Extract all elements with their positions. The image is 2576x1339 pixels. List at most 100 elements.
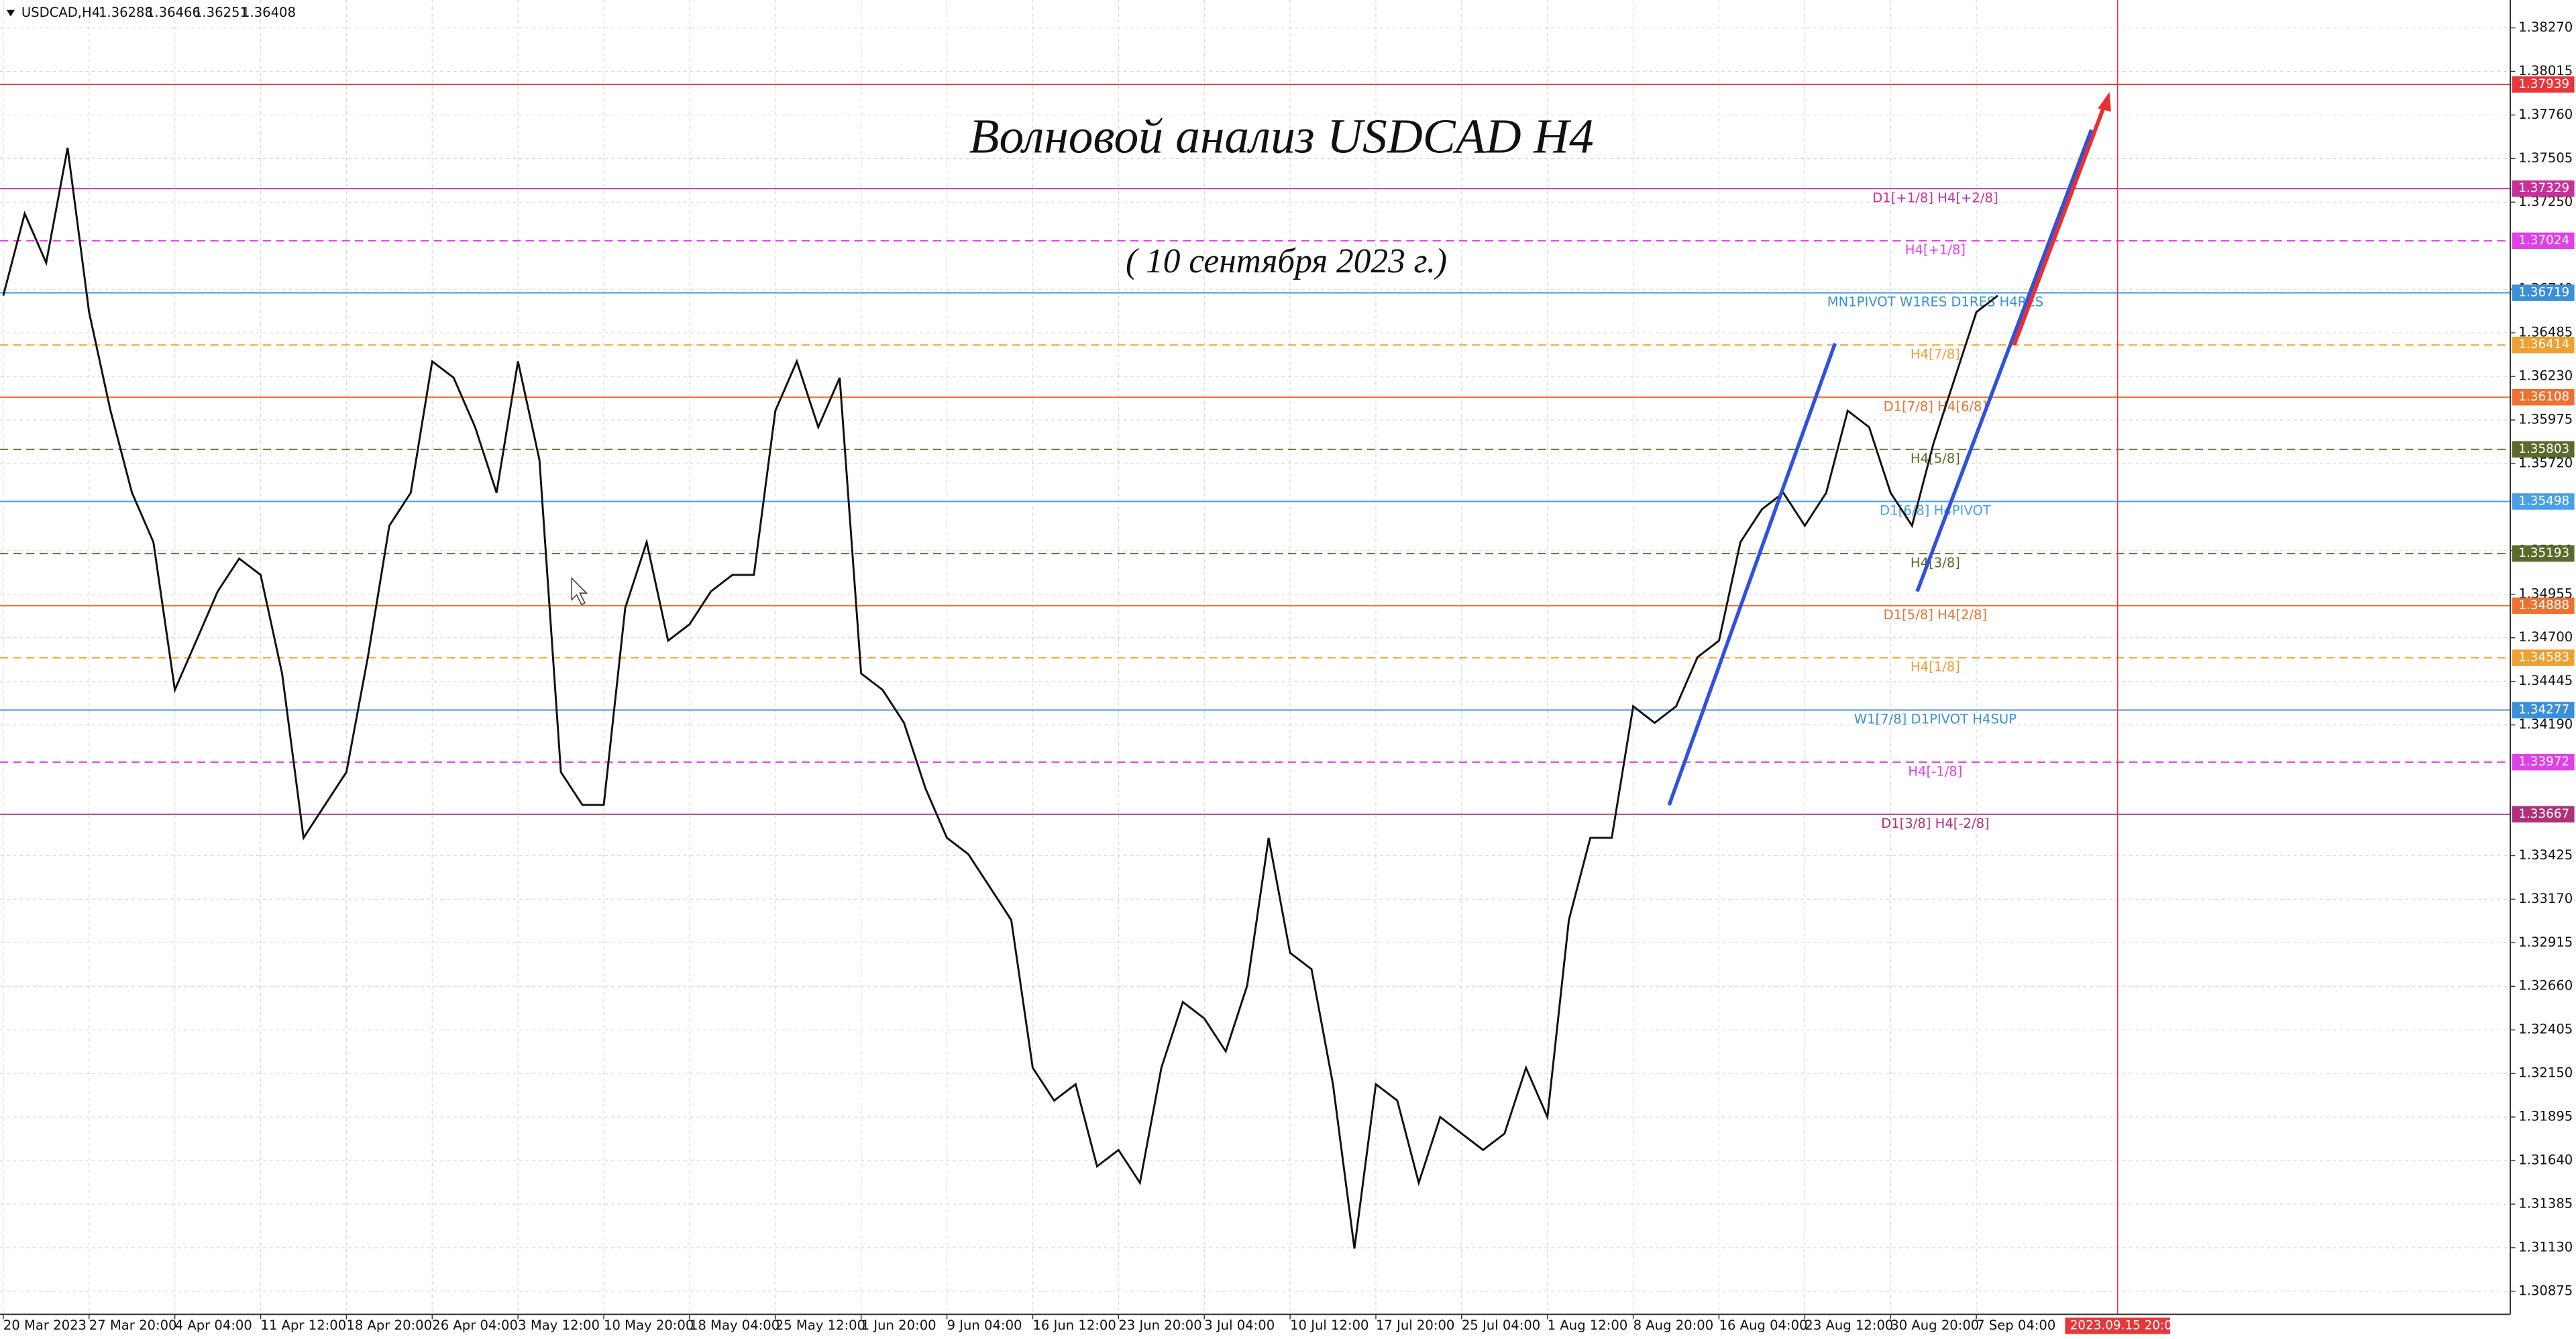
level-label: H4[+1/8] (1905, 242, 1966, 258)
x-tick-label: 8 Aug 20:00 (1633, 1318, 1714, 1333)
y-tick-label: 1.32915 (2518, 934, 2573, 950)
level-price: 1.37024 (2518, 233, 2569, 248)
y-tick-label: 1.35975 (2518, 412, 2573, 427)
y-tick-label: 1.34445 (2518, 673, 2573, 688)
x-tick-label: 16 Jun 12:00 (1032, 1318, 1116, 1333)
level-price-box (2512, 441, 2575, 458)
cursor (571, 577, 588, 606)
level-price-box (2512, 597, 2575, 614)
level-price: 1.35803 (2518, 442, 2569, 456)
y-tick-label: 1.32660 (2518, 978, 2573, 994)
y-tick-label: 1.32405 (2518, 1022, 2573, 1037)
level-label: D1[3/8] H4[-2/8] (1881, 816, 1990, 831)
y-tick-label: 1.35720 (2518, 455, 2573, 470)
y-tick-label: 1.32150 (2518, 1065, 2573, 1081)
level-price: 1.33667 (2518, 807, 2569, 821)
menu-icon (6, 9, 15, 17)
y-tick-label: 1.31385 (2518, 1195, 2573, 1211)
ohlc-value: 1.36251 (194, 5, 248, 20)
trend-line (1667, 342, 1837, 806)
level-label: MN1PIVOT W1RES D1RES H4RES (1827, 294, 2043, 310)
level-price-box (2512, 493, 2575, 510)
level-price: 1.34277 (2518, 702, 2569, 716)
x-tick-label: 9 Jun 04:00 (947, 1318, 1022, 1333)
x-tick-label: 4 Apr 04:00 (175, 1318, 252, 1333)
levels: D1[+1/8] H4[+2/8] H4[+1/8] MN1PIVOT W1RES … (0, 83, 2511, 831)
series (2, 148, 1998, 1249)
level-price: 1.35193 (2518, 546, 2569, 560)
y-tick-label: 1.38270 (2518, 19, 2573, 35)
level-label: D1[+1/8] H4[+2/8] (1872, 190, 1998, 205)
y-tick-label: 1.38015 (2518, 63, 2573, 78)
crosshair-time-box (2065, 1318, 2171, 1334)
level-price: 1.36108 (2518, 390, 2569, 404)
level-label: D1[5/8] H4[2/8] (1884, 607, 1988, 623)
x-tick-label: 16 Aug 04:00 (1719, 1318, 1807, 1333)
x-tick-label: 18 Apr 20:00 (346, 1318, 432, 1333)
level-price: 1.36719 (2518, 286, 2569, 300)
level-label: D1[6/8] H4PIVOT (1880, 503, 1992, 519)
level-price: 1.37939 (2518, 77, 2569, 91)
forecast-arrow (2012, 104, 2106, 346)
level-label: H4[5/8] (1911, 451, 1960, 466)
y-tick-label: 1.36230 (2518, 368, 2573, 384)
ohlc-value: 1.36408 (241, 5, 296, 20)
x-tick-label: 11 Apr 12:00 (261, 1318, 347, 1333)
x-tick-label: 25 May 12:00 (775, 1318, 865, 1333)
level-price-box (2512, 336, 2575, 354)
level-price-box (2512, 649, 2575, 666)
x-tick-label: 3 Jul 04:00 (1204, 1318, 1275, 1333)
y-tick-label: 1.34190 (2518, 716, 2573, 732)
x-tick-label: 20 Mar 2023 (3, 1318, 87, 1333)
ohlc-value: 1.36466 (146, 5, 201, 20)
x-tick-label: 23 Aug 12:00 (1805, 1318, 1893, 1333)
x-tick-label: 25 Jul 04:00 (1462, 1318, 1540, 1333)
crosshair-time: 2023.09.15 20:00 (2070, 1318, 2180, 1332)
y-tick-label: 1.36485 (2518, 325, 2573, 340)
y-tick-label: 1.34700 (2518, 629, 2573, 645)
x-tick-label: 17 Jul 20:00 (1376, 1318, 1454, 1333)
x-tick-label: 18 May 04:00 (690, 1318, 780, 1333)
y-tick-label: 1.37250 (2518, 194, 2573, 209)
ohlc-value: 1.36288 (99, 5, 153, 20)
level-price-box (2512, 232, 2575, 250)
y-tick-label: 1.33170 (2518, 891, 2573, 906)
y-tick-label: 1.37760 (2518, 107, 2573, 122)
x-tick-label: 23 Jun 20:00 (1118, 1318, 1201, 1333)
axes: 1.38270 1.38015 1.37760 1.37505 1.37250 1.367… (3, 19, 2575, 1333)
level-label: H4[-1/8] (1908, 763, 1962, 779)
y-tick-label: 1.34955 (2518, 586, 2573, 601)
level-price: 1.33972 (2518, 755, 2569, 769)
x-tick-label: 26 Apr 04:00 (432, 1318, 518, 1333)
x-tick-label: 10 May 20:00 (604, 1318, 694, 1333)
price-line (2, 148, 1998, 1249)
trend-line (1915, 129, 2094, 592)
level-price: 1.34888 (2518, 598, 2569, 612)
level-label: H4[1/8] (1911, 659, 1960, 675)
level-price-box (2512, 284, 2575, 301)
symbol: USDCAD,H4 (21, 5, 100, 20)
y-tick-label: 1.37505 (2518, 150, 2573, 166)
x-tick-label: 27 Mar 20:00 (89, 1318, 177, 1333)
x-tick-label: 3 May 12:00 (518, 1318, 600, 1333)
level-price-box (2512, 806, 2575, 823)
chart-title: Волновой анализ USDCAD H4 (969, 109, 1594, 164)
level-price: 1.35498 (2518, 494, 2569, 508)
y-tick-label: 1.30875 (2518, 1283, 2573, 1298)
level-price: 1.36414 (2518, 337, 2569, 352)
x-tick-label: 1 Aug 12:00 (1548, 1318, 1628, 1333)
x-tick-label: 30 Aug 20:00 (1890, 1318, 1979, 1333)
level-price-box (2512, 545, 2575, 562)
x-tick-label: 1 Jun 20:00 (861, 1318, 936, 1333)
y-tick-label: 1.31640 (2518, 1153, 2573, 1168)
chart-subtitle: ( 10 сентября 2023 г.) (1126, 242, 1447, 280)
level-label: D1[7/8] H4[6/8] (1884, 398, 1988, 414)
level-price-box (2512, 180, 2575, 197)
x-tick-label: 7 Sep 04:00 (1976, 1318, 2055, 1333)
level-label: H4[7/8] (1911, 346, 1960, 362)
level-label: W1[7/8] D1PIVOT H4SUP (1854, 712, 2017, 727)
level-price: 1.34583 (2518, 651, 2569, 665)
level-price-box (2512, 702, 2575, 718)
